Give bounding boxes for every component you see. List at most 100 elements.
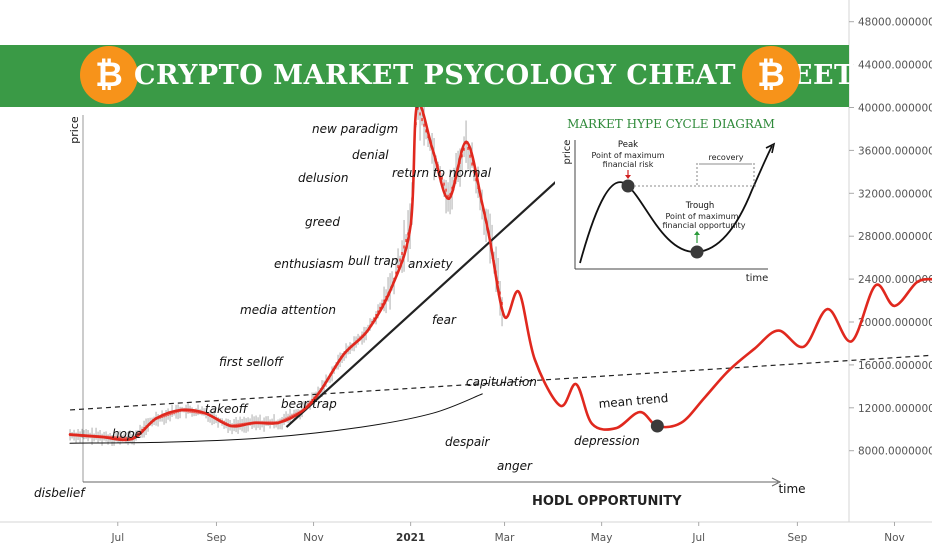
label-disbelief: disbelief: [34, 486, 86, 500]
candle-body: [401, 251, 403, 255]
hype-curve: [579, 145, 773, 264]
label-hope: hope: [112, 427, 142, 441]
candle-body: [445, 188, 447, 192]
candle-body: [441, 176, 443, 180]
label-anger: anger: [497, 459, 533, 473]
marker-dot: [650, 419, 664, 433]
price-tick-label: 12000.00000000: [858, 403, 932, 415]
label-first-selloff: first selloff: [219, 355, 284, 369]
candle-body: [399, 258, 401, 262]
candle-body: [289, 415, 291, 419]
candle-body: [123, 436, 125, 440]
price-axis: 52000.0000000048000.0000000044000.000000…: [849, 17, 932, 458]
time-tick-label: Jul: [691, 532, 705, 544]
candle-body: [475, 178, 477, 182]
bitcoin-logo-right-icon: ₿: [742, 46, 800, 104]
label-bear-trap: bear trap: [281, 397, 337, 411]
price-tick-label: 16000.00000000: [858, 360, 932, 372]
label-depression: depression: [574, 434, 640, 448]
bitcoin-logo-left-icon: ₿: [80, 46, 138, 104]
hype-cycle-inset: MARKET HYPE CYCLE DIAGRAM price time rec…: [555, 114, 790, 286]
candle-body: [421, 118, 423, 122]
hype-arrow-icon: [765, 142, 776, 154]
peak-desc-2: financial risk: [603, 160, 654, 169]
price-tick-label: 48000.00000000: [858, 17, 932, 29]
main-time-arrow-icon: [771, 477, 782, 487]
inset-background: [555, 114, 790, 286]
trough-dot: [690, 245, 704, 259]
peak-desc-1: Point of maximum: [592, 151, 665, 160]
candle-body: [395, 271, 397, 275]
label-capitulation: capitulation: [466, 375, 537, 389]
candle-body: [473, 170, 475, 174]
time-tick-label: Jul: [110, 532, 124, 544]
label-anxiety: anxiety: [408, 257, 453, 271]
candle-body: [419, 112, 421, 116]
inset-ylabel: price: [562, 140, 573, 165]
candle-body: [377, 310, 379, 314]
candle-body: [463, 147, 465, 151]
inset-xlabel: time: [746, 273, 769, 284]
candle-body: [169, 412, 171, 416]
peak-title: Peak: [618, 140, 638, 150]
trough-desc-2: financial opportunity: [663, 221, 746, 230]
candle-body: [461, 154, 463, 158]
peak-dot: [621, 179, 635, 193]
label-mean-trend: mean trend: [598, 391, 669, 411]
candle-body: [167, 412, 169, 416]
candle-body: [165, 413, 167, 417]
main-xlabel: time: [778, 482, 805, 496]
time-tick-label: Sep: [207, 532, 227, 544]
price-path-line: [68, 101, 932, 442]
label-delusion: delusion: [298, 171, 348, 185]
inset-title: MARKET HYPE CYCLE DIAGRAM: [567, 117, 775, 131]
annotations: disbelief hope takeoff first selloff bea…: [34, 122, 682, 509]
candle-body: [467, 146, 469, 150]
label-greed: greed: [305, 215, 340, 229]
trough-desc-1: Point of maximum: [666, 212, 739, 221]
time-tick-label: Mar: [495, 532, 515, 544]
candle-body: [439, 170, 441, 174]
title-banner: ₿ CRYPTO MARKET PSYCOLOGY CHEAT SHEET ₿: [0, 45, 855, 107]
time-tick-label: Sep: [787, 532, 807, 544]
candle-body: [381, 303, 383, 307]
price-tick-label: 8000.00000000: [858, 446, 932, 458]
label-media-attention: media attention: [240, 303, 336, 317]
label-bull-trap: bull trap: [348, 254, 399, 268]
candle-body: [171, 411, 173, 415]
candle-body: [425, 129, 427, 133]
label-despair: despair: [445, 435, 491, 449]
candle-body: [375, 314, 377, 318]
label-denial: denial: [352, 148, 389, 162]
candle-body: [405, 238, 407, 242]
series-layer: [68, 101, 932, 444]
candle-body: [447, 194, 449, 198]
price-tick-label: 36000.00000000: [858, 145, 932, 157]
price-tick-label: 40000.00000000: [858, 103, 932, 115]
time-axis: Jul Sep Nov 2021 Mar May Jul Sep Nov: [110, 522, 905, 544]
candle-body: [403, 245, 405, 249]
price-tick-label: 44000.00000000: [858, 60, 932, 72]
trough-pointer-icon: [694, 231, 700, 235]
candle-body: [379, 306, 381, 310]
label-hodl-opportunity: HODL OPPORTUNITY: [532, 494, 682, 509]
candle-body: [119, 436, 121, 440]
candle-body: [121, 436, 123, 440]
label-return-to-normal: return to normal: [392, 166, 492, 180]
label-new-paradigm: new paradigm: [312, 122, 398, 136]
price-tick-label: 20000.00000000: [858, 317, 932, 329]
recovery-label: recovery: [708, 153, 743, 162]
banner-title: CRYPTO MARKET PSYCOLOGY CHEAT SHEET: [134, 60, 855, 91]
candle-body: [471, 162, 473, 166]
candle-body: [443, 182, 445, 186]
candle-body: [469, 154, 471, 158]
label-takeoff: takeoff: [205, 402, 249, 416]
price-tick-label: 32000.00000000: [858, 188, 932, 200]
candle-body: [117, 436, 119, 440]
candle-body: [423, 123, 425, 127]
candle-body: [417, 106, 419, 110]
time-tick-label: 2021: [396, 532, 425, 544]
time-tick-label: Nov: [303, 532, 324, 544]
